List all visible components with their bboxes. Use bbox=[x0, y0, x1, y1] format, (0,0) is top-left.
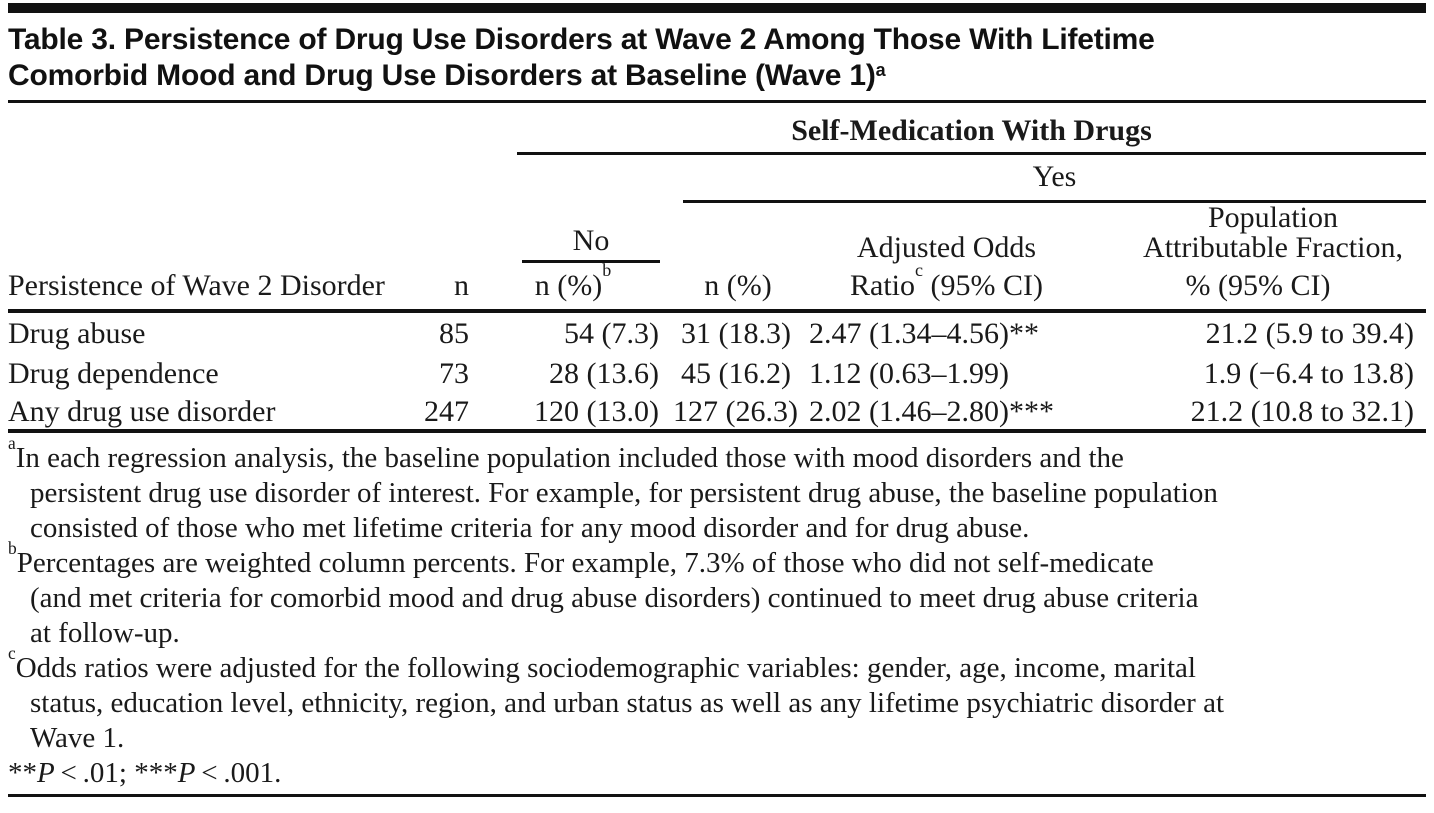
header-spacer bbox=[8, 103, 473, 155]
column-header-paf-line1: Population bbox=[1207, 201, 1338, 234]
cell-disorder-label: Drug dependence bbox=[8, 357, 219, 390]
footnote-marker: a bbox=[8, 432, 16, 453]
significance-threshold-2: < .001. bbox=[195, 757, 282, 789]
column-header-paf-line2: Attributable Fraction, bbox=[1143, 231, 1403, 264]
column-header-paf-upper: Population Attributable Fraction, bbox=[1090, 203, 1426, 263]
cell-n: 85 bbox=[439, 317, 469, 350]
significance-p-1: P bbox=[37, 757, 55, 789]
spanner-self-medication-cell: Self-Medication With Drugs bbox=[473, 103, 1426, 155]
footnote-line: at follow-up. bbox=[30, 617, 180, 649]
table-title-footnote-marker: a bbox=[875, 60, 886, 80]
column-header-yes-n-pct: n (%) bbox=[673, 263, 803, 313]
significance-threshold-1: < .01; bbox=[54, 757, 135, 789]
footnote-marker: b bbox=[8, 537, 17, 558]
no-n-pct-text: n (%) bbox=[534, 269, 603, 302]
footnote-marker: c bbox=[8, 642, 16, 663]
cell-aor: 2.47 (1.34–4.56)** bbox=[809, 317, 1039, 350]
aor-ci-text: (95% CI) bbox=[923, 269, 1043, 302]
footnote-line: persistent drug use disorder of interest… bbox=[30, 477, 1218, 509]
footnote-a: aIn each regression analysis, the baseli… bbox=[8, 434, 1426, 546]
footnote-line: (and met criteria for comorbid mood and … bbox=[30, 582, 1199, 614]
significance-note: **P < .01; ***P < .001. bbox=[8, 756, 1426, 791]
cell-no-n-pct: 54 (7.3) bbox=[564, 317, 659, 350]
footnote-line: aIn each regression analysis, the baseli… bbox=[8, 434, 1426, 476]
table-row-drug-dependence: Drug dependence 73 28 (13.6) 45 (16.2) 1… bbox=[8, 351, 1426, 391]
cell-disorder-label: Any drug use disorder bbox=[8, 395, 276, 428]
footnote-text: In each regression analysis, the baselin… bbox=[15, 442, 1124, 474]
footnote-b: bPercentages are weighted column percent… bbox=[8, 539, 1426, 651]
cell-aor: 2.02 (1.46–2.80)*** bbox=[809, 395, 1054, 428]
table-row-any-drug-use-disorder: Any drug use disorder 247 120 (13.0) 127… bbox=[8, 391, 1426, 431]
column-header-no-n-pct: n (%)b bbox=[473, 259, 673, 313]
cell-yes-n-pct: 45 (16.2) bbox=[681, 357, 791, 390]
footnote-line: cOdds ratios were adjusted for the follo… bbox=[8, 644, 1426, 686]
footnote-line: Wave 1. bbox=[30, 722, 125, 754]
footnote-line: status, education level, ethnicity, regi… bbox=[30, 687, 1225, 719]
cell-paf: 1.9 (−6.4 to 13.8) bbox=[1203, 357, 1414, 390]
header-spacer bbox=[8, 155, 673, 203]
column-header-paf-line3: % (95% CI) bbox=[1090, 263, 1426, 313]
table-title-line2: Comorbid Mood and Drug Use Disorders at … bbox=[8, 59, 876, 92]
table-row-drug-abuse: Drug abuse 85 54 (7.3) 31 (18.3) 2.47 (1… bbox=[8, 311, 1426, 351]
top-rule bbox=[8, 3, 1426, 13]
footnote-line: consisted of those who met lifetime crit… bbox=[30, 512, 1030, 544]
cell-no-n-pct: 120 (13.0) bbox=[534, 395, 659, 428]
spanner-yes: Yes bbox=[683, 160, 1426, 203]
cell-n: 73 bbox=[439, 357, 469, 390]
no-n-pct-footnote-marker: b bbox=[602, 259, 612, 280]
cell-yes-n-pct: 127 (26.3) bbox=[673, 395, 798, 428]
footnote-c: cOdds ratios were adjusted for the follo… bbox=[8, 644, 1426, 756]
table-title-line1: Table 3. Persistence of Drug Use Disorde… bbox=[8, 23, 1155, 56]
cell-aor: 1.12 (0.63–1.99) bbox=[809, 357, 1009, 390]
aor-footnote-marker: c bbox=[915, 259, 923, 280]
cell-paf: 21.2 (5.9 to 39.4) bbox=[1205, 317, 1414, 350]
column-header-aor-line1: Adjusted Odds bbox=[856, 231, 1037, 264]
cell-disorder-label: Drug abuse bbox=[8, 317, 146, 350]
significance-stars-3: *** bbox=[134, 757, 178, 789]
data-table: Self-Medication With Drugs Yes No Adjust… bbox=[8, 103, 1426, 433]
header-spacer bbox=[8, 203, 473, 263]
spanner-no: No bbox=[522, 224, 660, 263]
cell-yes-n-pct: 31 (18.3) bbox=[681, 317, 791, 350]
footnotes: aIn each regression analysis, the baseli… bbox=[8, 434, 1426, 791]
footnote-line: bPercentages are weighted column percent… bbox=[8, 539, 1426, 581]
spanner-yes-cell: Yes bbox=[673, 155, 1426, 203]
column-header-n: n bbox=[410, 263, 473, 313]
spanner-self-medication: Self-Medication With Drugs bbox=[517, 114, 1426, 155]
table-title: Table 3. Persistence of Drug Use Disorde… bbox=[8, 22, 1426, 94]
footnote-text: Odds ratios were adjusted for the follow… bbox=[15, 652, 1196, 684]
column-header-aor-line2: Ratioc (95% CI) bbox=[803, 259, 1090, 313]
bottom-rule bbox=[8, 794, 1426, 797]
significance-stars-2: ** bbox=[8, 757, 37, 789]
footnote-text: Percentages are weighted column percents… bbox=[16, 547, 1154, 579]
title-rule bbox=[8, 100, 1426, 103]
spanner-no-cell: No bbox=[473, 203, 673, 263]
cell-no-n-pct: 28 (13.6) bbox=[549, 357, 659, 390]
column-header-stub: Persistence of Wave 2 Disorder bbox=[8, 263, 410, 313]
header-spacer bbox=[673, 203, 803, 263]
significance-p-2: P bbox=[177, 757, 196, 789]
cell-paf: 21.2 (10.8 to 32.1) bbox=[1190, 395, 1414, 428]
cell-n: 247 bbox=[424, 395, 469, 428]
aor-text: Ratio bbox=[850, 269, 915, 302]
